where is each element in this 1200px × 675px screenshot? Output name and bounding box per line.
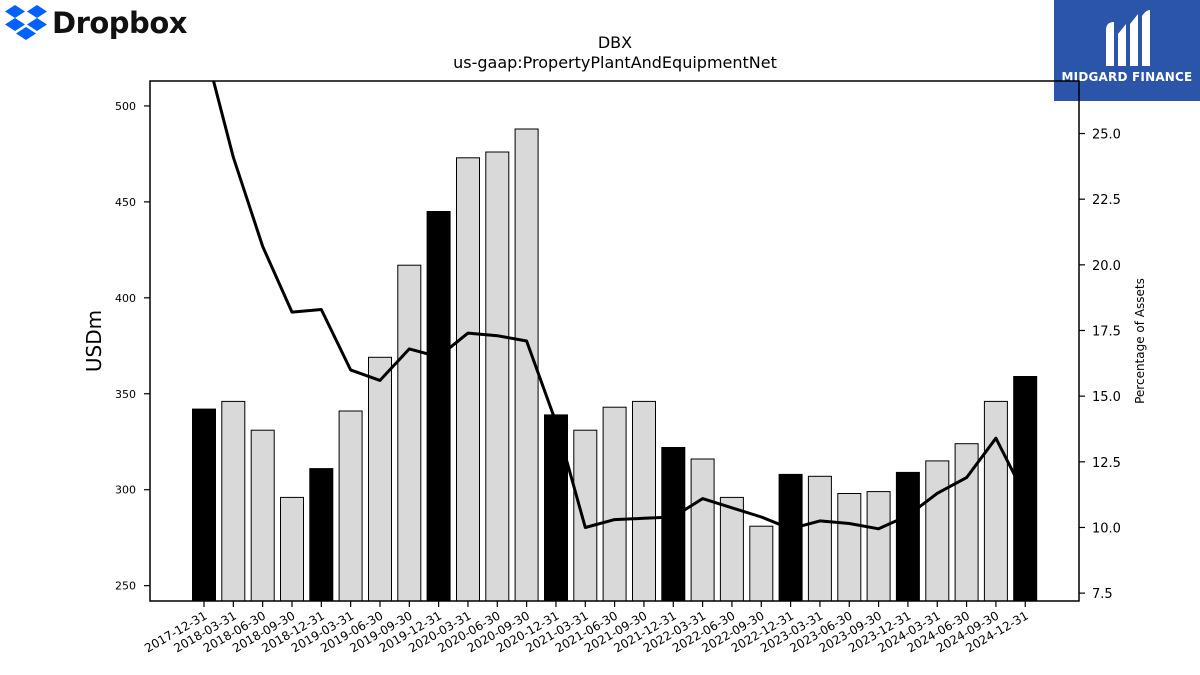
bar-2022-12-31 (778, 473, 803, 602)
y2-tick-label-20: 20.0 (1092, 259, 1121, 274)
y2-tick-label-25: 25.0 (1092, 128, 1121, 143)
y-tick-label-400: 400 (115, 292, 136, 305)
bar-2021-09-30 (632, 400, 656, 602)
x-axis: 2017-12-312018-03-312018-06-302018-09-30… (142, 601, 1031, 655)
bar-2021-12-31 (661, 447, 686, 602)
chart-title: DBX (598, 33, 632, 52)
bar-2022-03-31 (690, 458, 715, 602)
bar-2018-09-30 (280, 496, 304, 602)
bar-2023-06-30 (837, 493, 862, 602)
bar-2022-09-30 (749, 525, 774, 602)
bar-2023-09-30 (866, 491, 891, 602)
y-tick-label-250: 250 (115, 580, 136, 593)
y-tick-label-500: 500 (115, 100, 136, 113)
bar-2024-12-31 (1013, 376, 1038, 602)
bar-2021-06-30 (602, 406, 627, 602)
percentage-line (211, 81, 1027, 531)
chart-subtitle: us-gaap:PropertyPlantAndEquipmentNet (453, 53, 777, 72)
dropbox-logo: Dropbox (4, 4, 194, 44)
y-tick-label-300: 300 (115, 484, 136, 497)
y-axis-label: USDm (82, 310, 106, 372)
y-tick-label-350: 350 (115, 388, 136, 401)
bar-2018-12-31 (309, 468, 334, 602)
y2-tick-label-22.5: 22.5 (1092, 193, 1121, 208)
bar-2023-12-31 (895, 471, 920, 602)
midgard-finance-text: MIDGARD FINANCE (1061, 70, 1193, 84)
bar-2019-09-30 (397, 264, 422, 602)
bar-2020-03-31 (456, 157, 480, 602)
y-tick-label-450: 450 (115, 196, 136, 209)
bar-2023-03-31 (807, 475, 832, 602)
line-series (211, 81, 1027, 531)
bar-series (192, 128, 1038, 602)
bar-2022-06-30 (719, 496, 744, 602)
bar-2024-09-30 (983, 400, 1008, 602)
bar-2021-03-31 (573, 429, 598, 602)
bar-2018-06-30 (250, 429, 275, 602)
bar-2019-06-30 (368, 356, 392, 602)
y-axis: 250 300 350 400 450 500 (115, 100, 150, 593)
y2-tick-label-15: 15.0 (1092, 390, 1121, 405)
y2-tick-label-7.5: 7.5 (1092, 587, 1113, 602)
y2-axis: 7.5 10.0 12.5 15.0 17.5 20.0 22.5 25.0 (1079, 128, 1121, 602)
y2-tick-label-17.5: 17.5 (1092, 324, 1121, 339)
bar-2019-12-31 (426, 211, 451, 602)
dropbox-box-icon (5, 5, 47, 40)
y2-tick-label-12.5: 12.5 (1092, 456, 1121, 471)
dropbox-logo-text: Dropbox (52, 6, 187, 40)
bar-2020-06-30 (485, 151, 510, 602)
bar-2018-03-31 (221, 400, 246, 602)
bar-2020-12-31 (544, 414, 568, 602)
bar-2024-03-31 (925, 460, 950, 602)
y2-axis-label: Percentage of Assets (1133, 278, 1147, 404)
y2-tick-label-10: 10.0 (1092, 521, 1121, 536)
midgard-m-icon (1106, 10, 1150, 66)
bar-2017-12-31 (192, 408, 216, 602)
bar-2019-03-31 (338, 410, 363, 602)
